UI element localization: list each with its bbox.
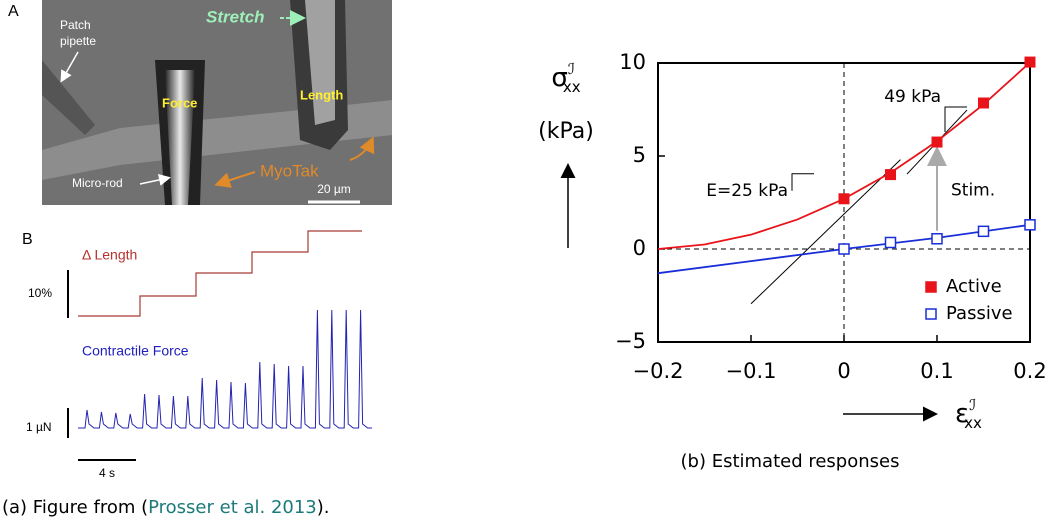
trace-label: Δ Length xyxy=(82,247,137,263)
force-trace xyxy=(78,309,372,429)
legend-label: Passive xyxy=(946,303,1013,324)
scale-label: 4 s xyxy=(99,466,115,480)
chart: σℐ xx (kPa) εℐ xx (b) Estimated responses … xyxy=(538,50,1047,472)
data-point xyxy=(977,225,990,238)
image-label: pipette xyxy=(60,34,96,48)
citation[interactable]: Prosser et al. 2013 xyxy=(148,497,317,518)
arrow xyxy=(349,136,375,161)
y-axis-label: σℐ xx xyxy=(551,60,580,96)
image-label: Length xyxy=(300,87,343,102)
slope-bracket xyxy=(944,106,967,133)
slope-bracket xyxy=(791,173,814,191)
image-label: MyoTak xyxy=(260,161,319,180)
axis-superscript: ℐ xyxy=(568,60,575,78)
annotation: Stim. xyxy=(951,180,995,200)
caption-text: ). xyxy=(317,497,330,518)
panel-label: A xyxy=(8,3,19,20)
axis-subscript: xx xyxy=(563,78,581,96)
annotation: 49 kPa xyxy=(884,87,941,107)
y-tick-label: 0 xyxy=(633,236,646,260)
arrow xyxy=(214,171,256,188)
x-axis-label: εℐ xx xyxy=(955,396,982,432)
data-point xyxy=(838,243,850,255)
y-tick-label: 5 xyxy=(633,143,646,167)
caption-text: (a) Figure from ( xyxy=(2,497,148,518)
data-point xyxy=(931,233,943,245)
data-point xyxy=(1024,219,1036,231)
x-tick-label: 0.2 xyxy=(1013,359,1046,383)
trace-label: Contractile Force xyxy=(82,343,189,359)
y-tick-label: 10 xyxy=(619,50,646,74)
axis-subscript: xx xyxy=(964,414,982,432)
scale-label: 10% xyxy=(28,286,52,300)
image-label: Patch xyxy=(60,18,91,32)
legend-label: Active xyxy=(946,276,1002,297)
axis-symbol: ε xyxy=(955,399,969,429)
caption: (b) Estimated responses xyxy=(681,451,900,472)
x-tick-label: −0.2 xyxy=(633,359,684,383)
data-point xyxy=(885,169,896,181)
arrow xyxy=(60,51,79,83)
panel-label: B xyxy=(22,231,33,248)
arrow xyxy=(139,174,171,186)
legend-marker xyxy=(925,281,937,293)
x-tick-label: 0 xyxy=(837,359,850,383)
caption: (a) Figure from (Prosser et al. 2013). xyxy=(2,497,330,518)
data-point xyxy=(884,236,897,249)
data-point xyxy=(838,193,850,205)
image-label: Micro-rod xyxy=(72,176,123,190)
x-tick-label: 0.1 xyxy=(920,359,953,383)
data-point xyxy=(931,136,943,148)
length-trace xyxy=(78,230,362,317)
image-label: Force xyxy=(162,95,197,110)
micrograph xyxy=(42,0,392,205)
y-axis-unit: (kPa) xyxy=(538,119,594,144)
legend-marker xyxy=(925,308,937,320)
annotation: E=25 kPa xyxy=(706,181,788,201)
scale-label: 20 µm xyxy=(317,182,351,196)
scale-label: 1 µN xyxy=(26,420,52,434)
x-tick-label: −0.1 xyxy=(726,359,777,383)
tangent xyxy=(750,159,901,305)
y-tick-label: −5 xyxy=(615,329,646,353)
axis-superscript: ℐ xyxy=(969,396,976,414)
axis-symbol: σ xyxy=(551,63,567,93)
data-point xyxy=(978,97,989,109)
data-point xyxy=(1024,56,1036,68)
image-label: Stretch xyxy=(206,7,265,26)
